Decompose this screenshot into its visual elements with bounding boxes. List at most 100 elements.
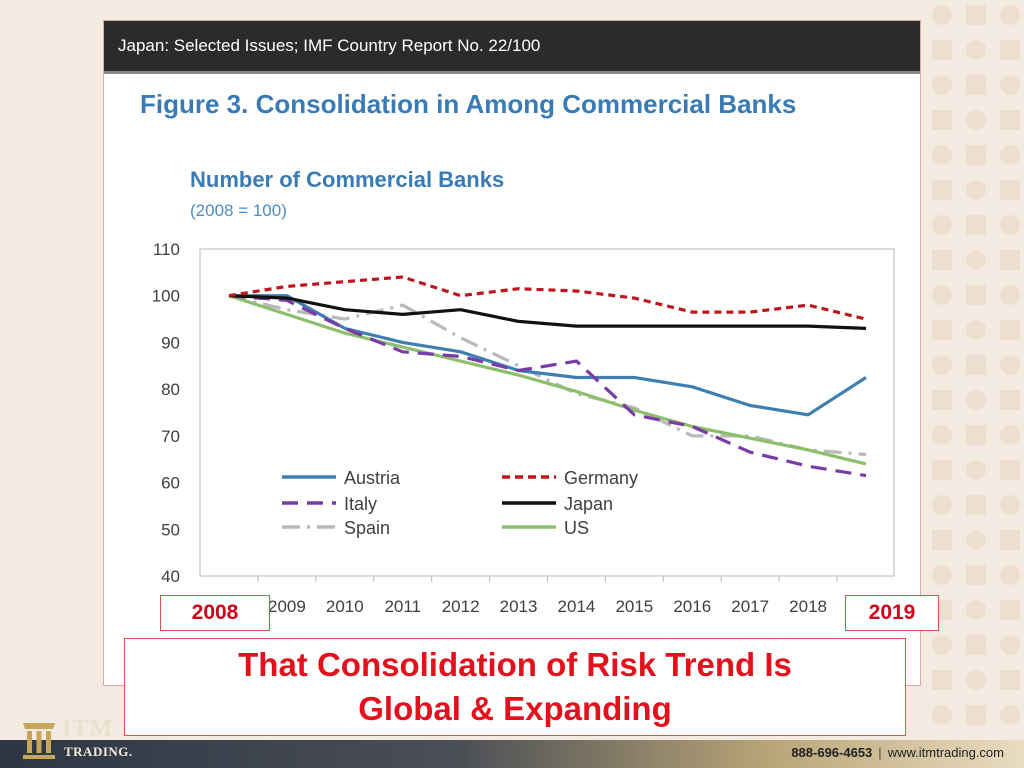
x-tick-label: 2018: [789, 597, 827, 616]
pattern-shape: [966, 670, 986, 690]
report-header: Japan: Selected Issues; IMF Country Repo…: [104, 21, 920, 71]
website-link[interactable]: www.itmtrading.com: [887, 745, 1004, 760]
pattern-shape: [966, 600, 986, 620]
pattern-shape: [932, 320, 952, 340]
y-tick-label: 60: [161, 474, 180, 493]
pattern-shape: [1000, 530, 1020, 550]
pattern-shape: [1000, 565, 1020, 585]
pattern-shape: [1000, 460, 1020, 480]
pattern-shape: [1000, 635, 1020, 655]
pattern-shape: [966, 145, 986, 165]
legend-label-spain: Spain: [344, 518, 390, 538]
pattern-shape: [966, 530, 986, 550]
pattern-shape: [1000, 600, 1020, 620]
y-tick-label: 90: [161, 333, 180, 352]
pattern-shape: [1000, 390, 1020, 410]
x-tick-label: 2012: [442, 597, 480, 616]
legend-label-japan: Japan: [564, 494, 613, 514]
x-tick-label: 2014: [558, 597, 596, 616]
pattern-shape: [966, 705, 986, 725]
x-tick-label: 2016: [673, 597, 711, 616]
callout-line-2: Global & Expanding: [358, 690, 672, 727]
end-year-badge: 2019: [845, 595, 939, 631]
headline-callout: That Consolidation of Risk Trend Is Glob…: [124, 638, 906, 736]
y-tick-label: 100: [152, 287, 180, 306]
pattern-shape: [1000, 215, 1020, 235]
pattern-shape: [932, 530, 952, 550]
pattern-shape: [1000, 110, 1020, 130]
footer-bar: [0, 740, 1024, 768]
chart-title: Number of Commercial Banks: [190, 167, 505, 192]
x-tick-label: 2013: [500, 597, 538, 616]
pattern-shape: [932, 180, 952, 200]
contact-separator: |: [878, 745, 882, 760]
figure-title: Figure 3. Consolidation in Among Commerc…: [140, 89, 797, 119]
y-tick-label: 50: [161, 520, 180, 539]
pattern-shape: [1000, 705, 1020, 725]
pattern-shape: [1000, 320, 1020, 340]
pattern-shape: [966, 110, 986, 130]
pattern-shape: [1000, 355, 1020, 375]
pattern-shape: [1000, 285, 1020, 305]
x-tick-label: 2015: [615, 597, 653, 616]
y-tick-label: 110: [153, 240, 180, 259]
legend-label-italy: Italy: [344, 494, 377, 514]
pattern-shape: [966, 635, 986, 655]
contact-info: 888-696-4653 | www.itmtrading.com: [791, 745, 1004, 760]
line-chart: 40 50 60 70 80 90 100 110 2009 2010 2011 2012 2013 20…: [152, 240, 895, 616]
legend-label-germany: Germany: [564, 468, 638, 488]
y-tick-label: 70: [161, 427, 180, 446]
pattern-shape: [932, 5, 952, 25]
pattern-shape: [1000, 75, 1020, 95]
pattern-shape: [1000, 5, 1020, 25]
report-page: Japan: Selected Issues; IMF Country Repo…: [103, 20, 921, 686]
pattern-shape: [932, 565, 952, 585]
brand-logo-text: ITM: [62, 716, 113, 742]
series-line-italy: [228, 294, 867, 478]
pattern-shape: [932, 215, 952, 235]
pattern-shape: [966, 40, 986, 60]
pattern-shape: [966, 320, 986, 340]
series-line-germany: [228, 275, 867, 321]
pattern-shape: [1000, 495, 1020, 515]
y-tick-label: 80: [161, 380, 180, 399]
pattern-shape: [1000, 670, 1020, 690]
pattern-shape: [932, 495, 952, 515]
pattern-shape: [932, 110, 952, 130]
pattern-shape: [1000, 40, 1020, 60]
brand-logo-subtext: TRADING.: [64, 744, 133, 759]
series-line-austria: [229, 294, 867, 417]
pattern-shape: [966, 390, 986, 410]
header-divider: [104, 71, 920, 74]
x-tick-label: 2011: [384, 597, 421, 616]
pattern-shape: [1000, 425, 1020, 445]
phone-number[interactable]: 888-696-4653: [791, 745, 873, 760]
pattern-shape: [966, 285, 986, 305]
pattern-shape: [966, 565, 986, 585]
series-line-japan: [228, 294, 867, 330]
pattern-shape: [966, 5, 986, 25]
pattern-shape: [1000, 145, 1020, 165]
pattern-shape: [932, 250, 952, 270]
x-tick-label: 2017: [731, 597, 769, 616]
pattern-shape: [932, 145, 952, 165]
pattern-shape: [932, 40, 952, 60]
pattern-shape: [932, 460, 952, 480]
pattern-shape: [966, 180, 986, 200]
itm-logo-icon: [23, 723, 55, 759]
legend-label-us: US: [564, 518, 589, 538]
pattern-shape: [1000, 180, 1020, 200]
pattern-shape: [932, 705, 952, 725]
x-tick-label: 2009: [268, 597, 306, 616]
pattern-shape: [966, 355, 986, 375]
pattern-shape: [966, 250, 986, 270]
pattern-shape: [932, 75, 952, 95]
pattern-shape: [966, 75, 986, 95]
decorative-pattern: [926, 0, 1024, 740]
x-tick-label: 2010: [326, 597, 364, 616]
pattern-shape: [966, 215, 986, 235]
chart-subtitle: (2008 = 100): [190, 201, 287, 220]
pattern-shape: [932, 425, 952, 445]
series-line-spain: [228, 294, 867, 457]
pattern-shape: [932, 635, 952, 655]
